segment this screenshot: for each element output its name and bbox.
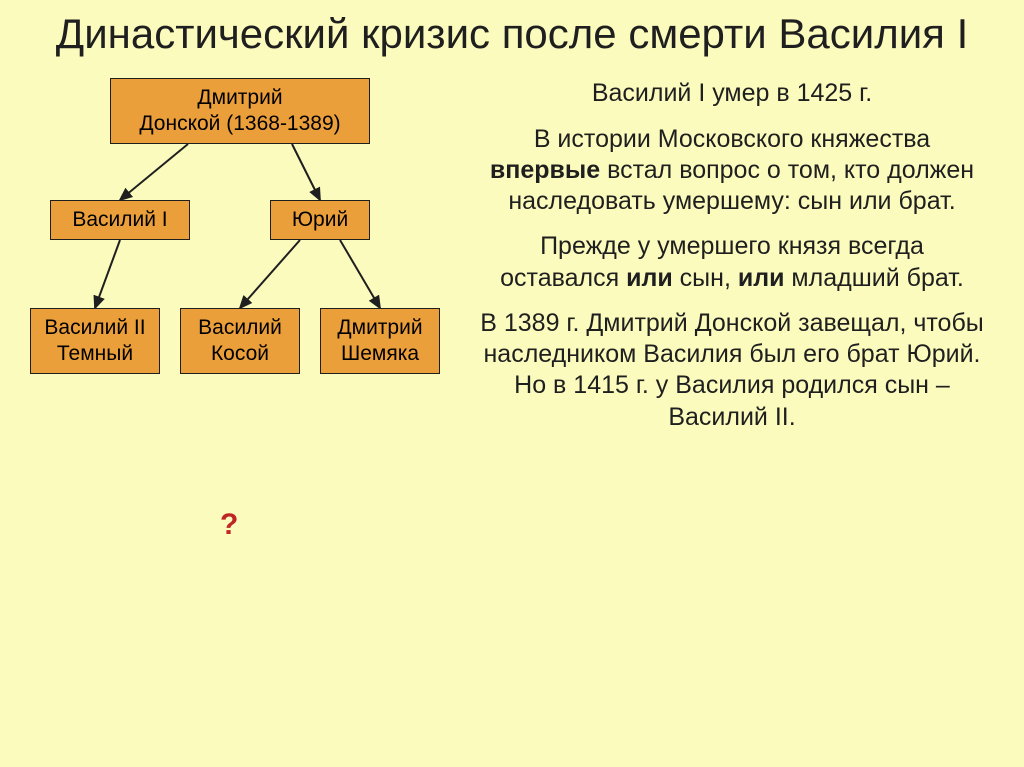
content-row: ? ДмитрийДонской (1368-1389) Василий I Юри… xyxy=(30,78,994,675)
body-paragraph-1: В истории Московского княжества впервые … xyxy=(480,124,984,218)
slide-title: Династический кризис после смерти Васили… xyxy=(30,10,994,58)
tree-node-shemyaka: ДмитрийШемяка xyxy=(320,308,440,374)
body-paragraph-3: В 1389 г. Дмитрий Донской завещал, чтобы… xyxy=(480,308,984,433)
family-tree: ? ДмитрийДонской (1368-1389) Василий I Юри… xyxy=(30,78,450,675)
body-paragraph-2: Прежде у умершего князя всегда оставался… xyxy=(480,231,984,294)
body-paragraph-0: Василий I умер в 1425 г. xyxy=(480,78,984,109)
tree-node-vasily2: Василий IIТемный xyxy=(30,308,160,374)
tree-node-root: ДмитрийДонской (1368-1389) xyxy=(110,78,370,144)
tree-node-kosoy: ВасилийКосой xyxy=(180,308,300,374)
tree-node-vasily1: Василий I xyxy=(50,200,190,240)
tree-node-yury: Юрий xyxy=(270,200,370,240)
question-mark: ? xyxy=(220,508,238,542)
slide: Династический кризис после смерти Васили… xyxy=(0,0,1024,767)
body-text: Василий I умер в 1425 г. В истории Москов… xyxy=(480,78,994,675)
